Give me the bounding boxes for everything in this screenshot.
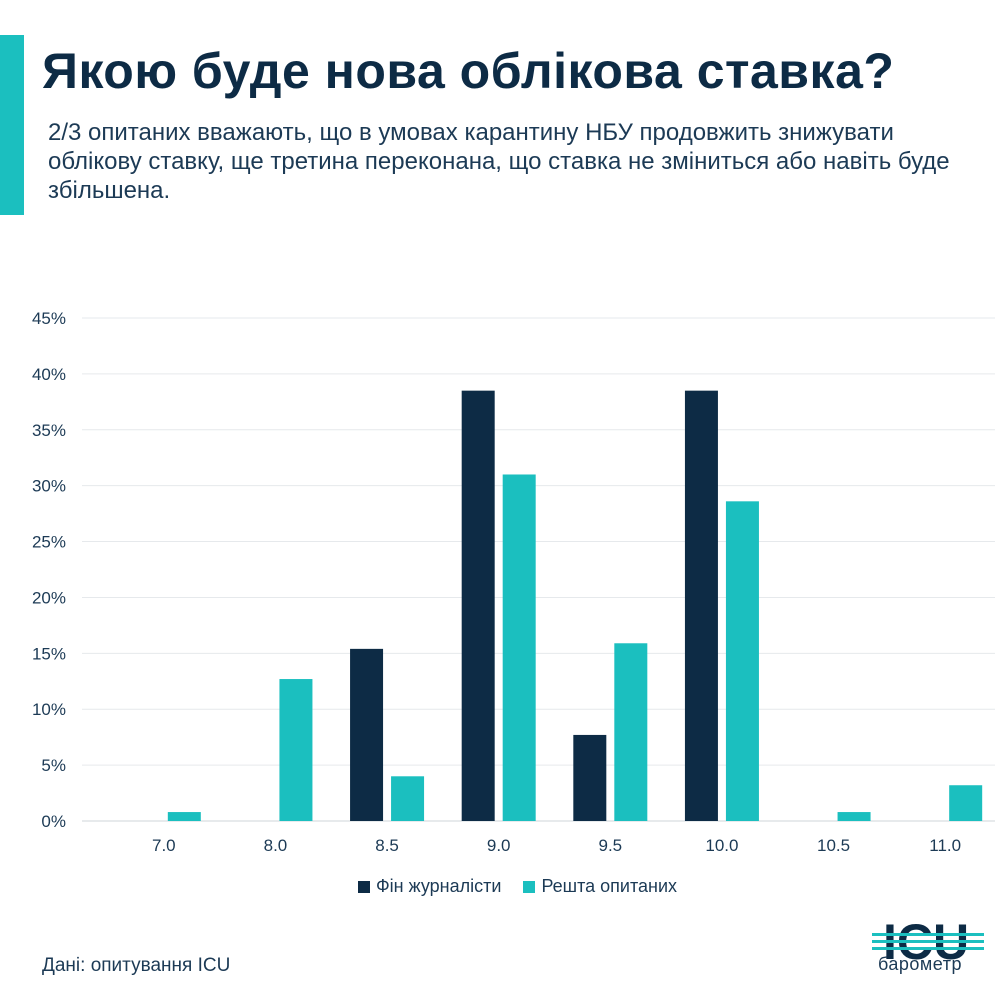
logo-caption: барометр — [878, 954, 962, 974]
legend-item-others: Решта опитаних — [523, 876, 677, 897]
legend-label-journalists: Фін журналісти — [376, 876, 502, 896]
logo-stripe — [872, 940, 984, 943]
icu-logo: ICU — [872, 914, 984, 970]
y-tick-label: 20% — [32, 588, 66, 607]
x-tick-label: 8.5 — [375, 836, 399, 855]
y-tick-label: 10% — [32, 700, 66, 719]
bar-journalists-10.0 — [684, 390, 718, 821]
logo-stripe — [872, 947, 984, 950]
bar-others-10.5 — [837, 812, 871, 821]
page-title: Якою буде нова облікова ставка? — [42, 43, 895, 99]
bar-others-7.0 — [167, 812, 201, 821]
bar-others-11.0 — [949, 785, 983, 821]
bar-others-8.5 — [391, 776, 425, 821]
x-tick-label: 10.5 — [817, 836, 850, 855]
legend-label-others: Решта опитаних — [541, 876, 678, 896]
bar-others-9.0 — [502, 474, 536, 821]
bar-others-9.5 — [614, 643, 648, 821]
bar-journalists-8.5 — [350, 648, 384, 821]
bar-journalists-9.5 — [573, 734, 607, 821]
x-tick-label: 7.0 — [152, 836, 176, 855]
y-tick-label: 5% — [41, 756, 66, 775]
legend-item-journalists: Фін журналісти — [358, 876, 501, 897]
x-tick-label: 10.0 — [705, 836, 738, 855]
data-source-note: Дані: опитування ICU — [42, 955, 231, 976]
y-tick-label: 30% — [32, 477, 66, 496]
y-tick-label: 40% — [32, 365, 66, 384]
legend-swatch-journalists — [358, 880, 370, 893]
bar-journalists-9.0 — [461, 390, 495, 821]
x-tick-label: 9.5 — [598, 836, 622, 855]
bar-others-10.0 — [725, 501, 759, 821]
x-tick-label: 8.0 — [264, 836, 288, 855]
x-tick-label: 9.0 — [487, 836, 511, 855]
page-subtitle: 2/3 опитаних вважають, що в умовах каран… — [48, 119, 950, 204]
accent-bar — [0, 35, 24, 215]
y-tick-label: 15% — [32, 644, 66, 663]
chart-legend: Фін журналісти Решта опитаних — [358, 876, 677, 897]
legend-swatch-others — [523, 880, 536, 893]
bar-others-8.0 — [279, 679, 313, 821]
y-tick-label: 25% — [32, 533, 66, 552]
bar-chart: 0% 5% 10% 15% 20% 25% 30% 35% 40% 45% 7.0 8.0 8.5 9.0… — [32, 309, 995, 855]
x-tick-label: 11.0 — [929, 836, 961, 855]
y-tick-label: 35% — [32, 421, 66, 440]
y-tick-label: 45% — [32, 309, 66, 328]
logo-stripe — [872, 933, 984, 936]
y-tick-label: 0% — [41, 812, 66, 831]
